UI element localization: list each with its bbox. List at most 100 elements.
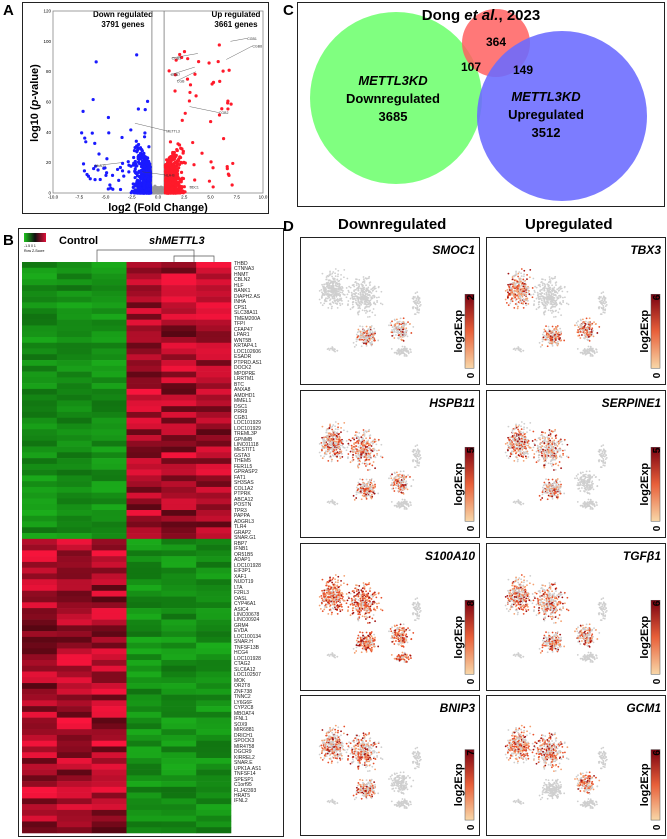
heatmap-cell <box>196 809 232 816</box>
cell-point <box>398 333 401 336</box>
heatmap-cell <box>126 319 162 326</box>
cell-point <box>406 335 409 338</box>
point-down <box>147 167 151 172</box>
cell-point <box>543 313 546 316</box>
point-ns <box>151 191 155 195</box>
heatmap-cell <box>91 752 127 759</box>
cell-point <box>373 332 376 335</box>
cell-point <box>415 301 417 304</box>
cell-point <box>395 329 398 332</box>
heatmap-cell <box>91 360 127 367</box>
heatmap-cell <box>22 613 58 620</box>
heatmap-cell <box>161 809 197 816</box>
heatmap-cell <box>126 573 162 580</box>
cell-point <box>374 303 377 306</box>
cell-point <box>550 293 553 295</box>
heatmap-cell <box>196 406 232 413</box>
cell-point <box>543 301 546 303</box>
point-down <box>140 189 145 193</box>
cell-point <box>605 304 608 306</box>
heatmap-cell <box>91 694 127 701</box>
cell-point <box>331 425 334 428</box>
gene-label: LPAR1 <box>234 332 250 339</box>
cell-point <box>334 275 337 278</box>
cell-point <box>566 290 569 293</box>
heatmap-cell <box>196 579 232 586</box>
cell-point <box>416 307 419 310</box>
cell-point <box>349 286 352 289</box>
cell-point <box>555 284 557 286</box>
point-down <box>147 145 151 149</box>
heatmap-cell <box>22 336 58 344</box>
cell-point <box>532 277 535 280</box>
heatmap-cell <box>56 804 92 811</box>
heatmap-cell <box>56 648 92 655</box>
gene-label: POSTN <box>234 502 252 509</box>
cell-point <box>591 327 594 330</box>
cell-point <box>352 341 355 344</box>
cell-point <box>556 292 559 294</box>
point-up <box>170 182 175 186</box>
cell-point <box>602 307 605 310</box>
cell-point <box>348 444 350 447</box>
heatmap-cell <box>196 659 232 667</box>
gene-label: MMEL1 <box>234 398 252 405</box>
heatmap-cell <box>126 486 162 494</box>
heatmap-cell <box>56 360 92 367</box>
colorbar-min: 0 <box>466 372 477 378</box>
cell-point <box>330 307 333 310</box>
heatmap-cell <box>126 296 162 303</box>
heatmap-cell <box>56 729 92 736</box>
heatmap-cell <box>22 481 58 488</box>
cell-point <box>403 334 406 337</box>
heatmap-cell <box>126 354 162 361</box>
cell-point <box>418 305 421 308</box>
heatmap-cell <box>126 435 162 442</box>
cell-point <box>586 338 589 341</box>
heatmap-cell <box>91 700 127 707</box>
heatmap-cell <box>126 561 162 568</box>
heatmap-cell <box>22 556 58 563</box>
cell-point <box>340 431 342 434</box>
cell-point <box>336 302 338 305</box>
cell-point <box>547 341 550 344</box>
point-down <box>132 155 136 160</box>
heatmap-cell <box>22 348 58 355</box>
heatmap-cell <box>22 429 58 436</box>
cell-point <box>410 332 413 334</box>
y-tick-label: 0 <box>48 191 51 196</box>
venn-circle-up <box>477 31 647 201</box>
cell-point <box>362 299 364 301</box>
gene-label: COL1A2 <box>234 485 254 492</box>
cell-point <box>515 347 518 350</box>
cell-point <box>588 339 591 342</box>
cell-point <box>332 287 335 289</box>
gene-label: PTPRD.AS1 <box>234 359 262 366</box>
heatmap-cell <box>126 360 162 367</box>
cell-point <box>362 278 365 281</box>
colorbar <box>464 293 475 369</box>
cell-point <box>587 321 590 324</box>
heatmap-cell <box>56 659 92 667</box>
point-ns <box>159 186 163 190</box>
cell-point <box>588 335 590 338</box>
cell-point <box>336 438 339 441</box>
heatmap-cell <box>126 481 162 488</box>
cell-point <box>598 326 601 328</box>
cell-point <box>551 309 554 312</box>
point-up <box>218 79 222 84</box>
heatmap-cell <box>196 440 232 447</box>
heatmap-cell <box>56 262 92 269</box>
gene-label: SLC6A12 <box>234 666 256 673</box>
cell-point <box>359 287 362 290</box>
cell-point <box>365 332 368 335</box>
cell-point <box>325 429 328 431</box>
cell-point <box>356 331 359 334</box>
heatmap-cell <box>161 302 197 309</box>
gene-label: MPDPRE <box>234 370 256 377</box>
heatmap-cell <box>91 642 127 649</box>
cell-point <box>560 330 562 333</box>
cell-point <box>520 272 523 275</box>
point-down <box>127 163 131 167</box>
cell-point <box>584 323 587 325</box>
